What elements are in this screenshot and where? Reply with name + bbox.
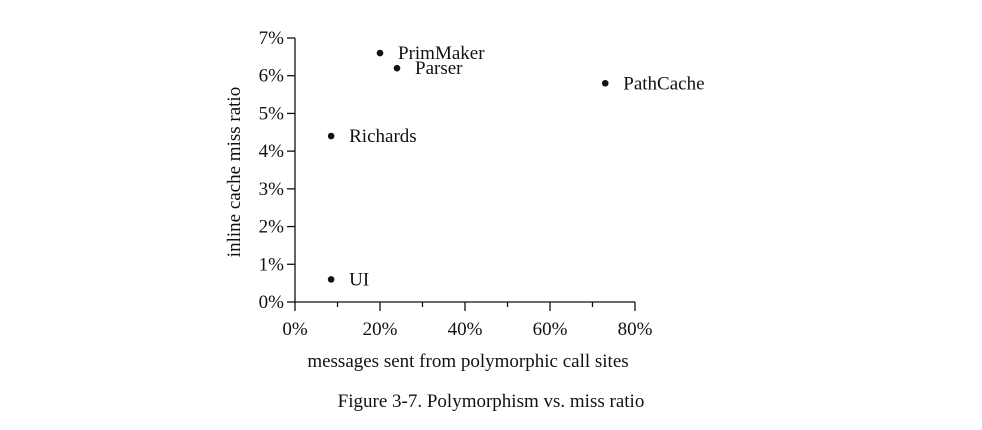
y-axis-title: inline cache miss ratio: [224, 87, 245, 257]
x-tick-label: 60%: [533, 319, 568, 340]
y-axis-ticks: 0% 1% 2% 3% 4% 5% 6% 7%: [259, 28, 295, 313]
x-axis-title: messages sent from polymorphic call site…: [307, 351, 628, 372]
data-point-marker: [327, 276, 335, 283]
y-tick-label: 5%: [259, 103, 285, 124]
y-tick-label: 6%: [259, 66, 285, 87]
data-point-label: Richards: [349, 126, 417, 147]
data-point-marker: [393, 64, 401, 72]
x-tick-label: 0%: [282, 319, 308, 340]
y-tick-label: 7%: [259, 28, 285, 49]
x-tick-label: 20%: [363, 319, 398, 340]
data-point-marker: [327, 132, 335, 140]
x-axis-ticks: 0% 20% 40% 60% 80%: [282, 302, 653, 340]
data-point-marker: [601, 79, 609, 87]
x-tick-label: 80%: [618, 319, 653, 340]
data-point-label: Parser: [415, 58, 463, 79]
data-point-label: PrimMaker: [398, 43, 485, 64]
data-point-marker: [376, 49, 384, 57]
y-tick-label: 3%: [259, 179, 285, 200]
data-point-label: PathCache: [623, 73, 704, 94]
y-tick-label: 0%: [259, 292, 285, 313]
figure-caption: Figure 3-7. Polymorphism vs. miss ratio: [337, 391, 645, 412]
y-tick-label: 1%: [259, 254, 285, 275]
y-tick-label: 4%: [259, 141, 285, 162]
chart-axes: [294, 38, 635, 303]
data-point-label: UI: [349, 269, 369, 290]
x-tick-label: 40%: [448, 319, 483, 340]
y-tick-label: 2%: [259, 217, 285, 238]
